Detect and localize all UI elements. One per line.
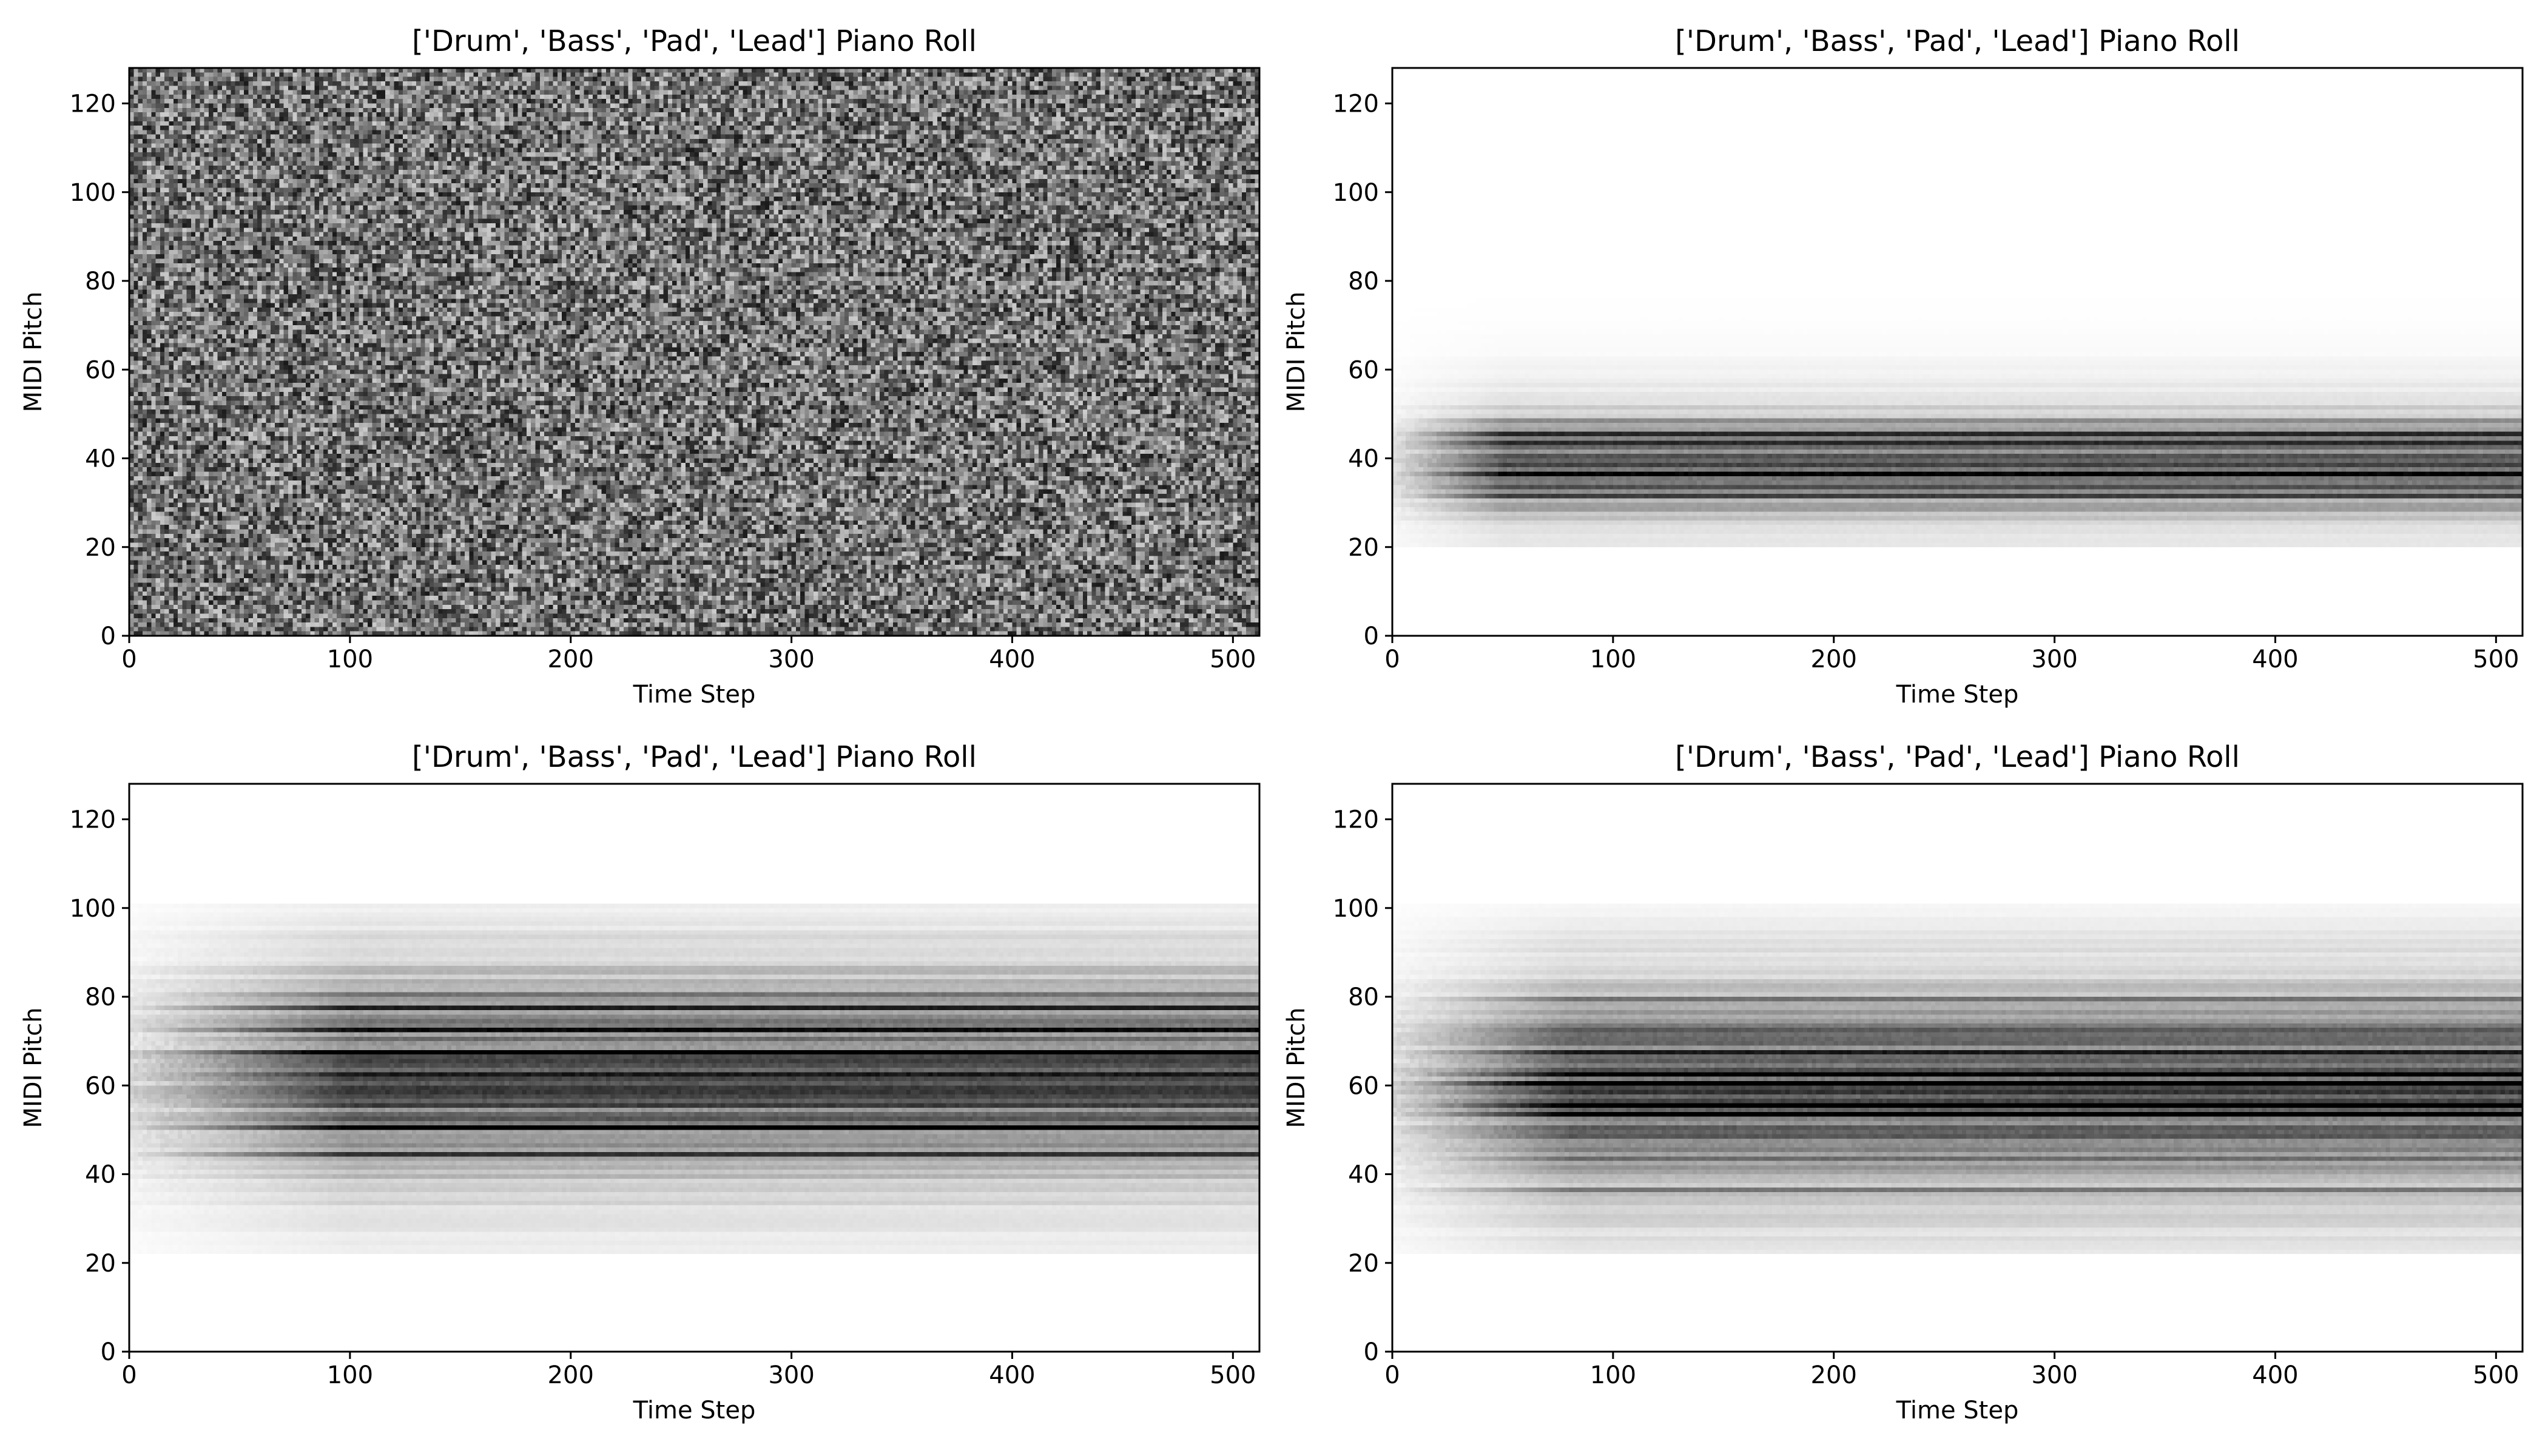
x-tick-label: 200 — [548, 1361, 594, 1389]
y-tick-label: 60 — [85, 1072, 116, 1100]
y-tick-label: 120 — [70, 806, 116, 834]
x-tick-label: 300 — [2031, 1361, 2077, 1389]
x-tick-label: 100 — [327, 645, 373, 673]
x-tick-label: 200 — [1811, 1361, 1857, 1389]
x-tick-label: 400 — [989, 645, 1035, 673]
y-tick-label: 100 — [70, 179, 116, 207]
heatmap-image — [129, 68, 1259, 636]
axes-frame — [1391, 783, 2524, 1353]
x-tick-label: 0 — [1384, 1361, 1400, 1389]
y-tick-label: 0 — [101, 622, 116, 650]
axes-frame — [128, 783, 1261, 1353]
y-tick-label: 60 — [85, 356, 116, 384]
x-tick-label: 200 — [1811, 645, 1857, 673]
axes-frame — [128, 67, 1261, 637]
y-tick-label: 60 — [1348, 1072, 1379, 1100]
x-axis-label: Time Step — [1896, 681, 2019, 709]
y-axis-label: MIDI Pitch — [1282, 1007, 1310, 1128]
chart-title: ['Drum', 'Bass', 'Pad', 'Lead'] Piano Ro… — [412, 24, 977, 58]
y-tick-label: 120 — [1333, 90, 1379, 118]
chart-title: ['Drum', 'Bass', 'Pad', 'Lead'] Piano Ro… — [1675, 24, 2240, 58]
x-tick-label: 0 — [1384, 645, 1400, 673]
y-axis-label: MIDI Pitch — [1282, 291, 1310, 412]
y-tick-label: 100 — [1333, 895, 1379, 923]
y-axis-label: MIDI Pitch — [19, 1007, 47, 1128]
heatmap-image — [1392, 68, 2523, 636]
y-tick-label: 0 — [1364, 1338, 1379, 1366]
y-tick-label: 40 — [1348, 1161, 1379, 1189]
y-tick-label: 20 — [1348, 534, 1379, 562]
y-tick-label: 80 — [1348, 983, 1379, 1011]
x-tick-label: 500 — [2473, 645, 2519, 673]
x-axis-label: Time Step — [633, 1397, 756, 1424]
chart-panel-1: 0 100 200 300 400 500 0 20 40 60 80 100 120 ['Drum', … — [19, 24, 1261, 709]
x-tick-label: 400 — [989, 1361, 1035, 1389]
chart-panel-3: 0 100 200 300 400 500 0 20 40 60 80 100 120 ['Drum', … — [19, 740, 1261, 1424]
y-tick-label: 80 — [1348, 268, 1379, 295]
chart-title: ['Drum', 'Bass', 'Pad', 'Lead'] Piano Ro… — [1675, 740, 2240, 774]
chart-title: ['Drum', 'Bass', 'Pad', 'Lead'] Piano Ro… — [412, 740, 977, 774]
x-tick-label: 100 — [327, 1361, 373, 1389]
y-tick-label: 40 — [1348, 445, 1379, 473]
y-tick-label: 80 — [85, 983, 116, 1011]
y-tick-label: 0 — [1364, 622, 1379, 650]
x-tick-label: 100 — [1590, 645, 1636, 673]
x-axis-label: Time Step — [1896, 1397, 2019, 1424]
y-tick-label: 0 — [101, 1338, 116, 1366]
x-tick-label: 0 — [121, 645, 136, 673]
y-tick-label: 120 — [70, 90, 116, 118]
y-axis-label: MIDI Pitch — [19, 291, 47, 412]
x-tick-label: 400 — [2252, 1361, 2298, 1389]
heatmap-image — [1392, 784, 2523, 1352]
x-tick-label: 500 — [1210, 645, 1256, 673]
y-tick-label: 60 — [1348, 356, 1379, 384]
y-tick-label: 40 — [85, 1161, 116, 1189]
y-tick-label: 80 — [85, 268, 116, 295]
x-tick-label: 500 — [2473, 1361, 2519, 1389]
y-tick-label: 100 — [70, 895, 116, 923]
y-tick-label: 20 — [85, 1250, 116, 1278]
x-tick-label: 500 — [1210, 1361, 1256, 1389]
x-axis-label: Time Step — [633, 681, 756, 709]
x-tick-label: 100 — [1590, 1361, 1636, 1389]
x-tick-label: 400 — [2252, 645, 2298, 673]
x-tick-label: 300 — [2031, 645, 2077, 673]
x-tick-label: 300 — [768, 1361, 814, 1389]
y-tick-label: 20 — [85, 534, 116, 562]
x-tick-label: 300 — [768, 645, 814, 673]
y-tick-label: 100 — [1333, 179, 1379, 207]
y-tick-label: 40 — [85, 445, 116, 473]
heatmap-image — [129, 784, 1259, 1352]
x-tick-label: 0 — [121, 1361, 136, 1389]
axes-frame — [1391, 67, 2524, 637]
y-tick-label: 120 — [1333, 806, 1379, 834]
chart-panel-2: 0 100 200 300 400 500 0 20 40 60 80 100 120 ['Drum', … — [1282, 24, 2524, 709]
y-tick-label: 20 — [1348, 1250, 1379, 1278]
chart-panel-4: 0 100 200 300 400 500 0 20 40 60 80 100 120 ['Drum', … — [1282, 740, 2524, 1424]
x-tick-label: 200 — [548, 645, 594, 673]
